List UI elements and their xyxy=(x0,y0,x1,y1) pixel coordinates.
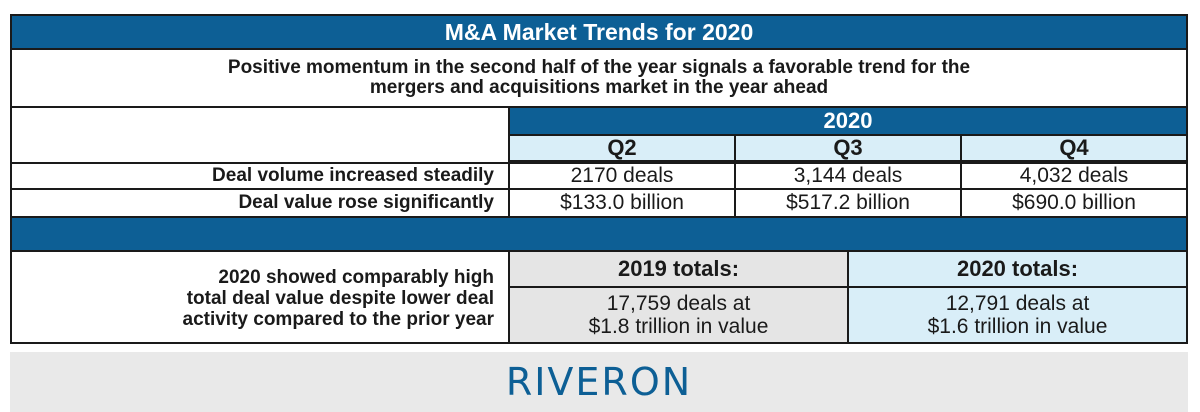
totals-label-line-3: activity compared to the prior year xyxy=(182,308,495,330)
infographic-table: M&A Market Trends for 2020 Positive mome… xyxy=(10,14,1188,344)
totals-2019-body: 17,759 deals at $1.8 trillion in value xyxy=(510,288,847,342)
quarter-header-q3: Q3 xyxy=(734,135,960,162)
title-text: M&A Market Trends for 2020 xyxy=(444,18,754,45)
totals-2019-value: $1.8 trillion in value xyxy=(588,315,769,338)
cell-q3-volume: 3,144 deals xyxy=(734,164,960,188)
cell-q4-value: $690.0 billion xyxy=(960,190,1186,216)
row-label-deal-value: Deal value rose significantly xyxy=(12,190,510,216)
cell-q4-volume: 4,032 deals xyxy=(960,164,1186,188)
cell-q3-value: $517.2 billion xyxy=(734,190,960,216)
year-header-row: 2020 xyxy=(12,108,1186,136)
totals-2020-deals: 12,791 deals at xyxy=(945,292,1090,315)
empty-label-cell xyxy=(12,108,510,136)
totals-2020-heading: 2020 totals: xyxy=(849,252,1186,288)
page-title: M&A Market Trends for 2020 xyxy=(12,16,1186,50)
empty-label-cell xyxy=(12,136,510,162)
table-row: Deal value rose significantly $133.0 bil… xyxy=(12,190,1186,218)
totals-label-line-2: total deal value despite lower deal xyxy=(186,287,494,309)
riveron-logo: RIVERON xyxy=(505,360,693,404)
totals-label-line-1: 2020 showed comparably high xyxy=(218,266,494,288)
subtitle: Positive momentum in the second half of … xyxy=(12,50,1186,108)
table-row: Deal volume increased steadily 2170 deal… xyxy=(12,162,1186,190)
totals-2019-heading: 2019 totals: xyxy=(510,252,847,288)
year-header: 2020 xyxy=(510,108,1186,136)
quarter-header-q4: Q4 xyxy=(960,135,1186,162)
footer: RIVERON xyxy=(10,352,1188,412)
cell-q2-volume: 2170 deals xyxy=(570,164,674,187)
totals-2019-deals: 17,759 deals at xyxy=(606,292,751,315)
totals-2020: 2020 totals: 12,791 deals at $1.6 trilli… xyxy=(847,252,1186,342)
cell-q2-value: $133.0 billion xyxy=(560,191,684,214)
subtitle-line-1: Positive momentum in the second half of … xyxy=(227,57,971,78)
row-label-deal-volume: Deal volume increased steadily xyxy=(12,164,510,188)
subtitle-line-2: mergers and acquisitions market in the y… xyxy=(369,77,829,98)
totals-2020-value: $1.6 trillion in value xyxy=(927,315,1108,338)
totals-2019: 2019 totals: 17,759 deals at $1.8 trilli… xyxy=(510,252,847,342)
totals-row: 2020 showed comparably high total deal v… xyxy=(12,252,1186,342)
divider-band xyxy=(12,218,1186,252)
quarter-header-row: Q2 Q3 Q4 xyxy=(12,135,1186,162)
quarter-header-q2: Q2 xyxy=(510,135,734,162)
totals-label: 2020 showed comparably high total deal v… xyxy=(12,252,510,342)
totals-2020-body: 12,791 deals at $1.6 trillion in value xyxy=(849,288,1186,342)
